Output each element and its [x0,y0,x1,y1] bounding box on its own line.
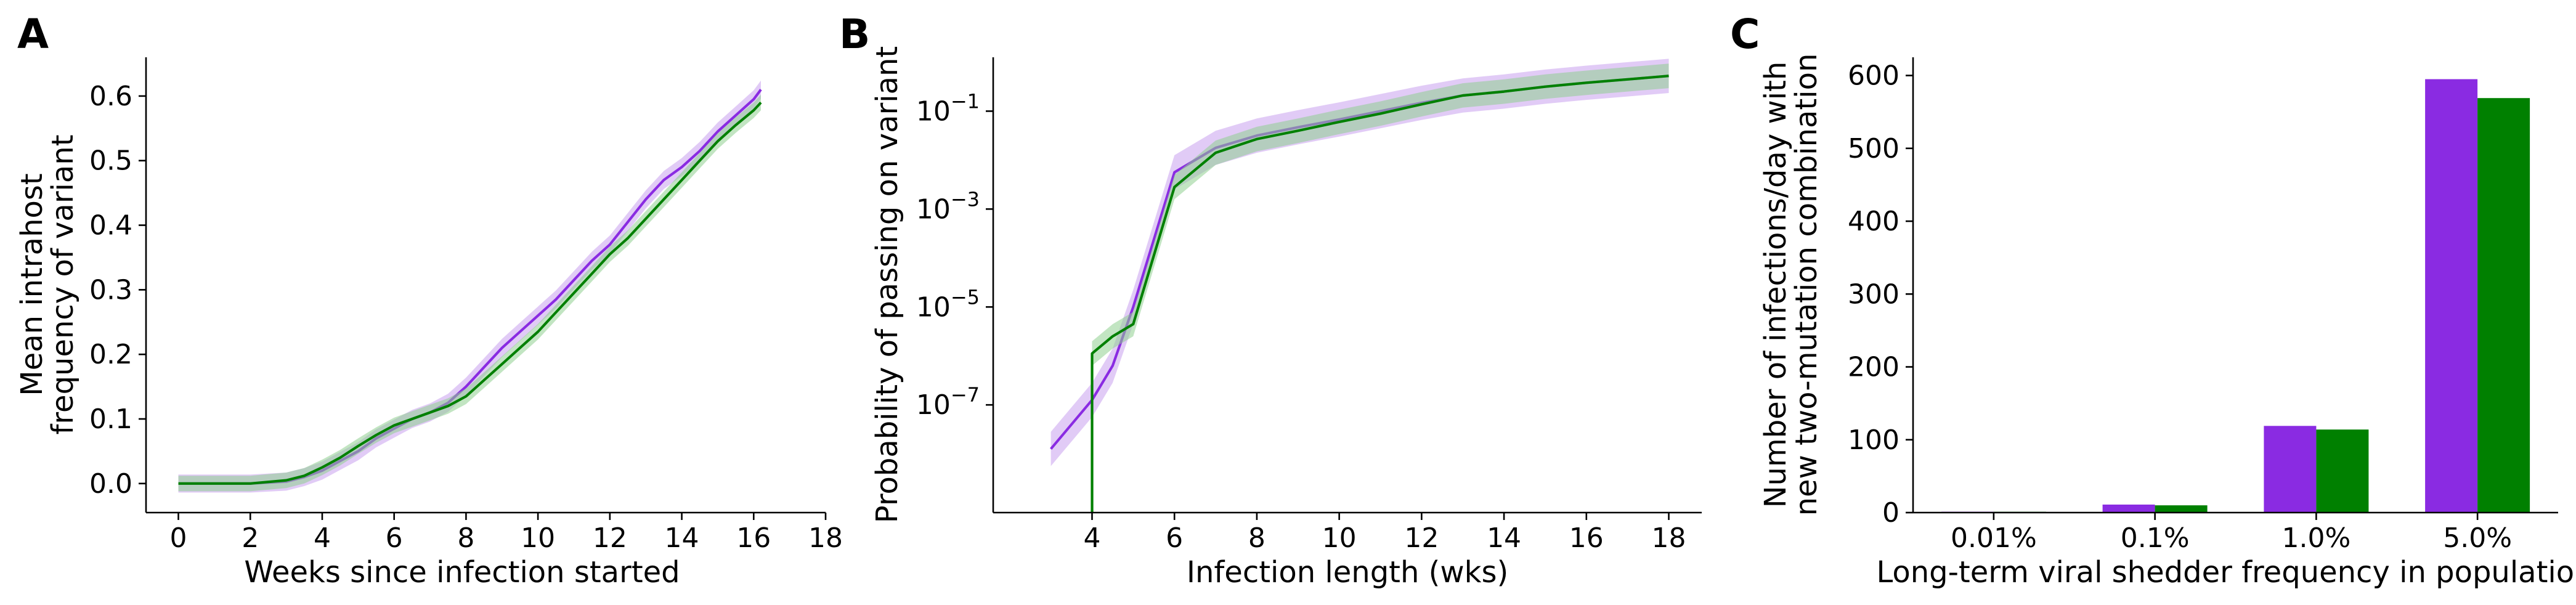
panel-b-x-tick-label: 4 [1083,522,1100,554]
panel-a-y-tick-label: 0.6 [89,81,132,112]
panel-a-x-tick-label: 0 [170,522,187,554]
panel-c-y-tick-label: 400 [1848,206,1899,237]
panel-a: A 0 2 4 6 8 10 12 14 16 18 0.00.10.20.30.40.50.6 … [15,10,843,590]
panel-b-x-tick-label: 8 [1248,522,1266,554]
panel-b-y-tick-label: 10−1 [916,89,980,127]
panel-b-x-tick-label: 16 [1569,522,1604,554]
panel-c-y-tick-label: 500 [1848,133,1899,164]
panel-c-y-tick-label: 0 [1882,497,1899,529]
panel-a-green-confidence-band [178,94,761,492]
panel-c-y-label-line-2: new two-mutation combination [1789,54,1824,516]
panel-a-x-label: Weeks since infection started [244,555,680,590]
panel-b-x-tick-label: 10 [1322,522,1357,554]
panel-a-x-tick-label: 6 [386,522,403,554]
panel-b: B 4 6 8 10 12 14 16 18 10−7 10−5 10−3 10−1 Infecti… [839,10,1702,590]
panel-c-letter: C [1730,10,1760,58]
panel-a-y-tick-label: 0.1 [89,404,132,435]
panel-b-letter: B [839,10,870,58]
panel-b-x-tick-label: 12 [1404,522,1439,554]
panel-a-purple-line [178,89,762,485]
panel-a-y-label-line-2: frequency of variant [46,134,80,434]
panel-a-x-tick-label: 8 [457,522,474,554]
panel-a-y-tick-label: 0.0 [89,468,132,500]
panel-c-y-tick-label: 100 [1848,424,1899,456]
panel-c-x-tick-label: 0.01% [1951,522,2037,554]
panel-c-bar-green-5.0% [2477,98,2530,513]
panel-a-x-tick-label: 10 [521,522,555,554]
panel-b-y-label: Probability of passing on variant [870,46,904,524]
panel-a-y-tick-label: 0.3 [89,274,132,306]
panel-c-bar-purple-0.1% [2102,505,2155,513]
panel-b-y-tick-label: 10−7 [916,383,980,421]
panel-b-x-tick-label: 6 [1166,522,1183,554]
panel-a-letter: A [17,10,49,58]
panel-c-x-label: Long-term viral shedder frequency in pop… [1876,555,2576,590]
panel-c-y-tick-label: 200 [1848,352,1899,383]
panel-c-bar-green-1.0% [2316,429,2369,513]
panel-c-y-tick-label: 300 [1848,278,1899,310]
panel-a-x-tick-label: 4 [314,522,331,554]
panel-a-y-tick-label: 0.5 [89,145,132,177]
panel-a-green-line [178,101,762,485]
panel-b-y-tick-label: 10−5 [916,285,980,323]
panel-b-x-tick-label: 18 [1652,522,1686,554]
panel-b-y-tick-label: 10−3 [916,187,980,225]
panel-a-y-tick-label: 0.4 [89,210,132,242]
panel-c-bar-purple-5.0% [2425,79,2478,513]
panel-a-x-tick-label: 2 [242,522,259,554]
panel-c-bar-green-0.1% [2155,505,2208,513]
panel-a-purple-confidence-band [178,80,761,493]
panel-c-bar-purple-1.0% [2264,426,2317,513]
panel-a-y-label-line-1: Mean intrahost [15,173,49,396]
panel-c-x-tick-label: 0.1% [2121,522,2190,554]
panel-b-green-confidence-band [1092,63,1669,513]
panel-c: C 0.01% 0.1% 1.0% 5.0% 0100200300400500600 … [1730,10,2576,590]
panel-c-x-tick-label: 5.0% [2443,522,2512,554]
panel-b-green-line [1091,75,1669,513]
panel-a-y-tick-label: 0.2 [89,339,132,370]
panel-a-x-tick-label: 18 [808,522,843,554]
panel-b-x-tick-label: 14 [1487,522,1521,554]
panel-a-x-tick-label: 16 [736,522,771,554]
panel-b-x-label: Infection length (wks) [1187,555,1508,590]
panel-c-y-label-line-1: Number of infections/day with [1758,62,1793,508]
panel-c-y-tick-label: 600 [1848,60,1899,92]
panel-a-x-tick-label: 12 [593,522,627,554]
panel-c-x-tick-label: 1.0% [2281,522,2350,554]
panel-a-x-tick-label: 14 [665,522,699,554]
